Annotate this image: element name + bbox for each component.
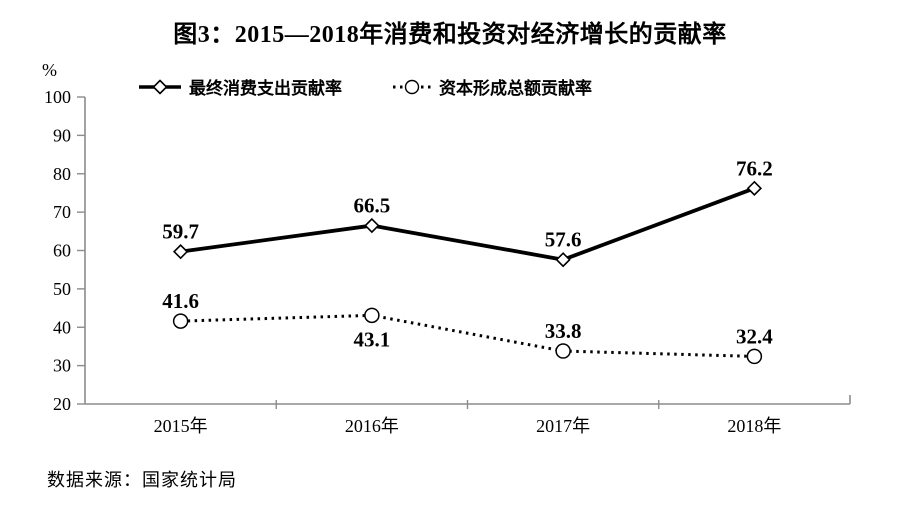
x-axis-label: 2016年 xyxy=(345,416,399,436)
x-axis-label: 2018年 xyxy=(727,416,781,436)
y-axis-unit-label: % xyxy=(42,60,57,80)
data-point-circle xyxy=(746,348,763,365)
source-note: 数据来源：国家统计局 xyxy=(47,470,237,490)
data-point-label: 32.4 xyxy=(736,324,773,348)
data-point-diamond xyxy=(746,180,763,196)
y-tick-label: 50 xyxy=(53,279,71,299)
data-point-label: 43.1 xyxy=(354,327,391,351)
solid-line-diamond-icon xyxy=(139,78,181,95)
data-point-label: 66.5 xyxy=(354,194,391,218)
data-point-label: 76.2 xyxy=(736,156,773,180)
data-point-diamond xyxy=(172,244,189,260)
data-point-label: 57.6 xyxy=(545,228,582,252)
y-tick-label: 40 xyxy=(53,317,71,337)
data-point-label: 59.7 xyxy=(162,220,199,244)
legend-item-capital: 资本形成总额贡献率 xyxy=(392,74,592,99)
y-tick-label: 30 xyxy=(53,356,71,376)
chart-title: 图3：2015—2018年消费和投资对经济增长的贡献率 xyxy=(173,22,727,48)
dotted-line-circle-icon xyxy=(393,79,431,94)
y-tick-label: 80 xyxy=(53,164,71,184)
data-point-diamond xyxy=(364,217,380,234)
data-point-label: 33.8 xyxy=(545,319,582,343)
y-tick-label: 60 xyxy=(53,241,71,261)
y-tick-label: 20 xyxy=(53,394,71,414)
data-point-circle xyxy=(555,343,571,359)
legend-label-consumption: 最终消费支出贡献率 xyxy=(189,79,342,98)
data-point-diamond xyxy=(555,252,571,268)
y-tick-label: 90 xyxy=(53,125,71,145)
x-axis-label: 2017年 xyxy=(536,416,590,436)
series-line-capital xyxy=(180,313,755,358)
data-point-label: 41.6 xyxy=(162,289,199,313)
legend-label-capital: 资本形成总额贡献率 xyxy=(439,79,592,98)
series-line-consumption xyxy=(180,186,756,262)
data-point-circle xyxy=(364,307,380,324)
legend-item-consumption: 最终消费支出贡献率 xyxy=(138,74,342,99)
y-tick-label: 100 xyxy=(44,87,71,107)
legend: 最终消费支出贡献率 资本形成总额贡献率 xyxy=(138,74,592,99)
y-tick-label: 70 xyxy=(53,202,71,222)
x-axis-label: 2015年 xyxy=(154,416,208,436)
data-point-circle xyxy=(172,313,189,329)
